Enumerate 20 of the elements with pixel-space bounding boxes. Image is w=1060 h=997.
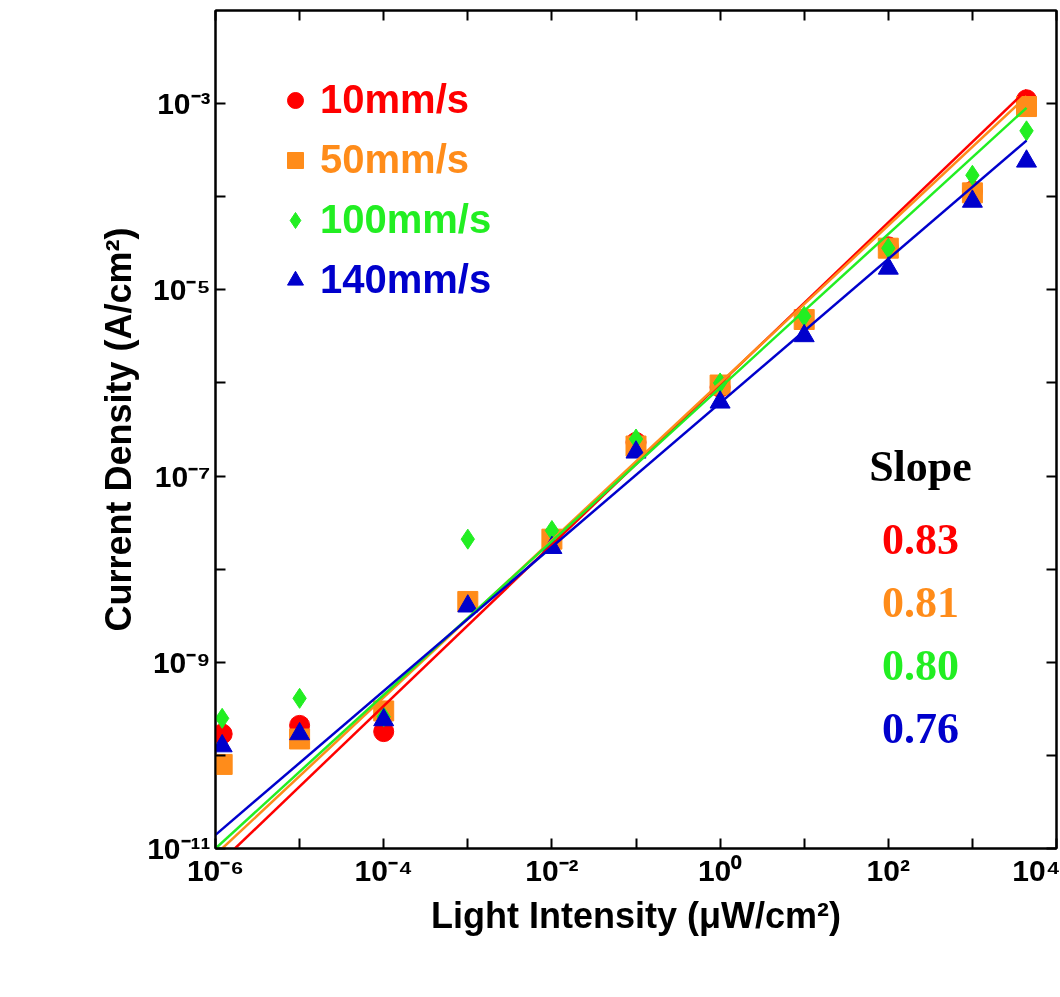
y-tick-label: 10⁻³ <box>157 87 211 121</box>
x-tick-label: 10² <box>866 853 910 887</box>
y-tick-label: 10⁻⁷ <box>154 459 211 493</box>
y-tick-label: 10⁻⁵ <box>153 273 211 307</box>
x-tick-label: 10⁻⁴ <box>354 853 413 887</box>
x-tick-label: 10⁴ <box>1012 853 1060 887</box>
x-tick-label: 10⁰ <box>697 853 743 887</box>
annotation: Slope <box>869 441 972 491</box>
y-axis-title: Current Density (A/cm²) <box>98 227 140 632</box>
legend-label: 140mm/s <box>320 257 492 302</box>
legend-label: 50mm/s <box>320 137 469 182</box>
annotation: 0.81 <box>882 577 959 627</box>
x-axis-title: Light Intensity (μW/cm²) <box>431 894 841 936</box>
annotation: 0.76 <box>882 703 959 753</box>
x-tick-label: 10⁻² <box>525 853 579 887</box>
y-tick-label: 10⁻⁹ <box>152 645 211 679</box>
legend-label: 10mm/s <box>320 77 469 122</box>
annotation: 0.83 <box>882 514 959 564</box>
legend-label: 100mm/s <box>320 197 492 242</box>
annotation: 0.80 <box>882 640 959 690</box>
